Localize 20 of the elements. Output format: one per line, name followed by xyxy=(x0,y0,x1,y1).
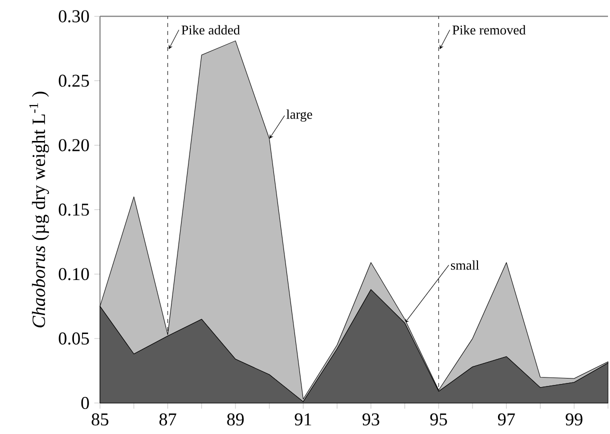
ref-line-label: Pike removed xyxy=(452,25,526,35)
x-tick-label: 93 xyxy=(362,413,380,426)
x-tick-label: 97 xyxy=(498,413,515,426)
x-tick-label: 91 xyxy=(294,413,312,426)
x-tick-label: 85 xyxy=(92,413,108,426)
text: small xyxy=(450,260,480,270)
ref-line-label: Pike added xyxy=(182,25,240,35)
y-axis-title: Chaoborus (µg dry weight L$^{-1}$ ) xyxy=(29,92,49,328)
y-tick-label: 0.20 xyxy=(58,139,89,152)
x-tick-label: 95 xyxy=(430,413,447,426)
y-tick-label: 0.10 xyxy=(58,268,89,280)
y-tick-label: 0.30 xyxy=(58,10,89,22)
y-tick-label: 0.05 xyxy=(58,332,89,345)
series-label: large xyxy=(286,109,312,122)
y-tick-label: 0.25 xyxy=(58,74,89,87)
y-tick-label: 0.15 xyxy=(58,204,89,216)
x-tick-label: 87 xyxy=(159,413,176,426)
x-tick-label: 99 xyxy=(566,413,582,426)
y-tick-label: 0 xyxy=(81,396,89,410)
x-tick-label: 89 xyxy=(227,413,244,426)
